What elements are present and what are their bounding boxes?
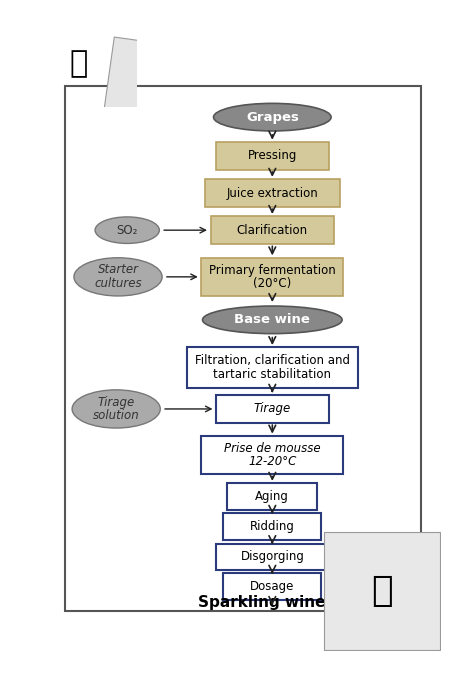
FancyBboxPatch shape <box>65 86 421 610</box>
Text: Grapes: Grapes <box>246 111 299 123</box>
Text: Sparkling wine: Sparkling wine <box>198 595 325 610</box>
Ellipse shape <box>95 217 159 243</box>
FancyBboxPatch shape <box>216 544 328 570</box>
FancyBboxPatch shape <box>201 436 343 474</box>
FancyBboxPatch shape <box>210 216 334 244</box>
Text: Disgorging: Disgorging <box>240 551 304 564</box>
FancyBboxPatch shape <box>223 573 321 600</box>
Text: Tirage: Tirage <box>254 402 291 415</box>
FancyBboxPatch shape <box>216 142 328 169</box>
Text: Tirage: Tirage <box>98 395 135 409</box>
Ellipse shape <box>213 103 331 131</box>
Text: Starter: Starter <box>98 263 138 276</box>
Text: 🍾: 🍾 <box>371 574 392 608</box>
Text: Aging: Aging <box>255 490 289 503</box>
Text: (20°C): (20°C) <box>253 277 292 289</box>
Text: SO₂: SO₂ <box>117 224 138 236</box>
Ellipse shape <box>202 306 342 333</box>
Text: Ridding: Ridding <box>250 520 295 533</box>
Ellipse shape <box>72 390 160 428</box>
Text: 12-20°C: 12-20°C <box>248 455 297 468</box>
Text: cultures: cultures <box>94 277 142 290</box>
FancyBboxPatch shape <box>324 532 440 650</box>
Text: 🍇: 🍇 <box>69 49 87 79</box>
Text: Dosage: Dosage <box>250 580 294 593</box>
Text: Prise de mousse: Prise de mousse <box>224 442 320 455</box>
Text: Clarification: Clarification <box>237 224 308 236</box>
FancyBboxPatch shape <box>216 395 328 423</box>
FancyBboxPatch shape <box>227 483 318 510</box>
FancyBboxPatch shape <box>104 37 219 127</box>
FancyBboxPatch shape <box>201 258 343 296</box>
FancyBboxPatch shape <box>205 179 339 207</box>
Text: Base wine: Base wine <box>234 313 310 327</box>
Text: tartaric stabilitation: tartaric stabilitation <box>213 368 331 381</box>
FancyBboxPatch shape <box>223 513 321 540</box>
FancyBboxPatch shape <box>187 347 358 388</box>
Text: Juice extraction: Juice extraction <box>227 187 318 200</box>
Text: Pressing: Pressing <box>247 150 297 163</box>
Text: Filtration, clarification and: Filtration, clarification and <box>195 354 350 367</box>
Ellipse shape <box>74 258 162 296</box>
Text: solution: solution <box>93 409 139 422</box>
Text: Primary fermentation: Primary fermentation <box>209 264 336 277</box>
